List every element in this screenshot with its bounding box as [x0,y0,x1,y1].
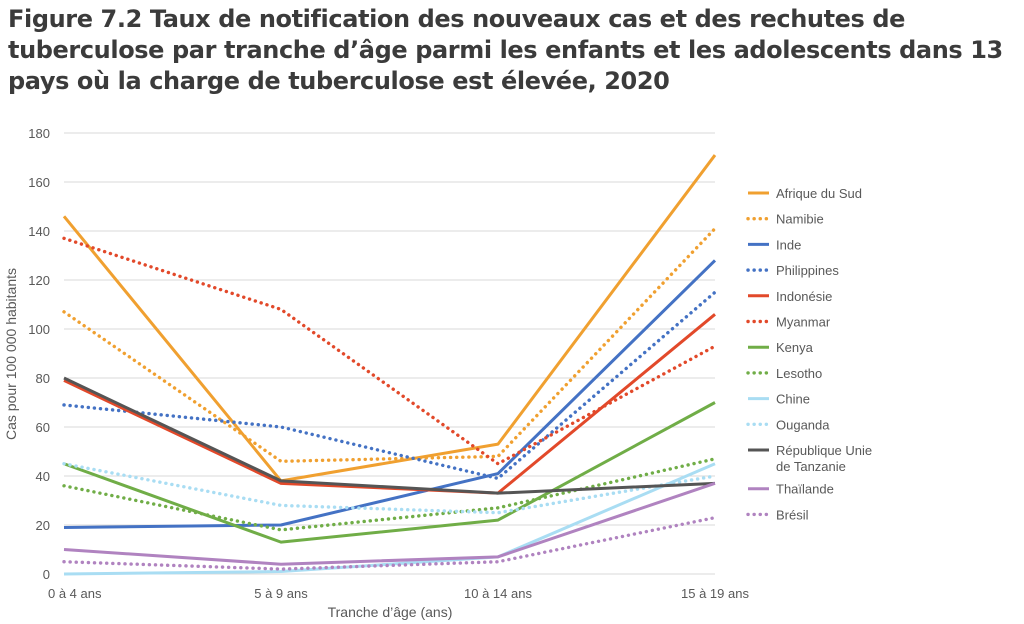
series-line [62,154,717,483]
series-lines [62,154,717,576]
y-tick-label: 100 [28,322,50,337]
legend-label: République Unie [776,443,872,458]
series-line [63,462,716,576]
series-line [62,290,717,481]
figure-title: Figure 7.2 Taux de notification des nouv… [8,5,1003,95]
y-tick-label: 120 [28,273,50,288]
x-tick-label: 0 à 4 ans [48,586,102,601]
legend: Afrique du Sud Namibie Inde Philippines Indo… [746,186,872,522]
series-line [63,481,716,566]
y-tick-label: 80 [36,371,50,386]
series-line [62,457,717,532]
legend-label: Thaïlande [776,482,834,497]
y-tick-label: 40 [36,469,50,484]
legend-label: Inde [776,237,801,252]
legend-label: Brésil [776,507,809,522]
x-axis-title: Tranche d’âge (ans) [328,604,453,620]
y-tick-label: 140 [28,224,50,239]
legend-label: Indonésie [776,289,832,304]
legend-label: de Tanzanie [776,459,846,474]
series-line [62,462,717,515]
y-tick-label: 60 [36,420,50,435]
legend-label: Namibie [776,212,824,227]
series-line [62,226,717,463]
x-axis-ticks: 0 à 4 ans 5 à 9 ans 10 à 14 ans 15 à 19 ans [48,586,749,601]
x-tick-label: 5 à 9 ans [254,586,308,601]
legend-label: Kenya [776,340,814,355]
series-line [62,515,717,571]
x-tick-label: 15 à 19 ans [681,586,749,601]
legend-label: Ouganda [776,417,830,432]
legend-label: Afrique du Sud [776,186,862,201]
x-tick-label: 10 à 14 ans [464,586,532,601]
y-tick-label: 180 [28,126,50,141]
series-line [63,401,716,544]
series-line [63,313,716,495]
y-tick-label: 0 [43,567,50,582]
y-tick-label: 160 [28,175,50,190]
legend-label: Lesotho [776,366,822,381]
series-line [62,236,717,466]
y-axis-title: Cas pour 100 000 habitants [3,268,19,440]
series-line [63,259,717,529]
y-tick-label: 20 [36,518,50,533]
legend-label: Myanmar [776,315,831,330]
legend-label: Philippines [776,263,839,278]
y-axis-ticks: 0 20 40 60 80 100 120 140 160 180 [28,126,50,582]
legend-label: Chine [776,392,810,407]
series-line [63,376,716,495]
